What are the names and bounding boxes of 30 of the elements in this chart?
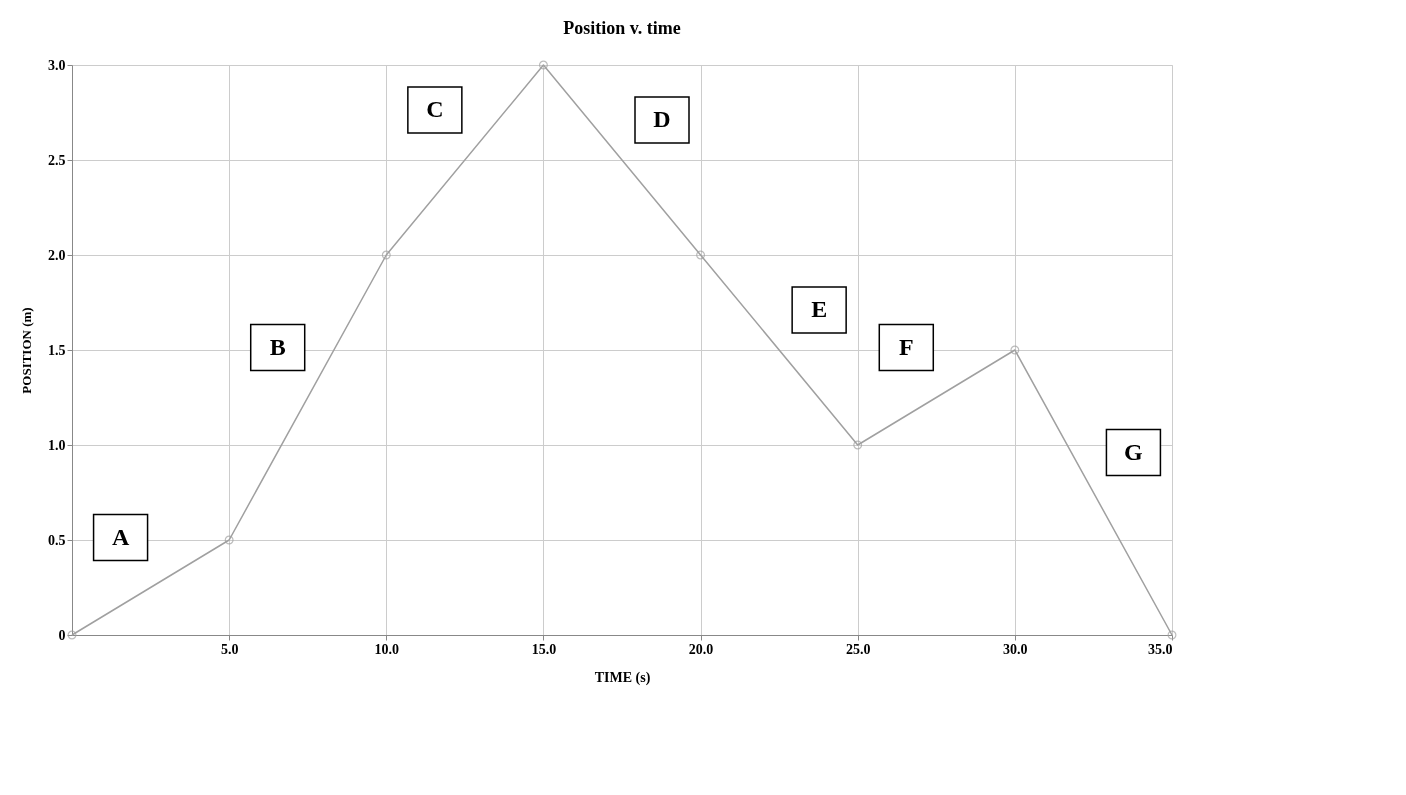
y-tick-label: 0.5 xyxy=(48,532,66,548)
x-tick-label: 5.0 xyxy=(220,641,239,657)
annotation: G xyxy=(1124,438,1144,465)
point xyxy=(224,535,234,545)
y-tick-label: 2.0 xyxy=(48,247,66,263)
x-tick-label: 10.0 xyxy=(374,641,400,657)
annotation: B xyxy=(269,333,286,360)
y-tick-label: 0 xyxy=(58,627,66,643)
y-axis-title: POSITION (m) xyxy=(19,307,34,394)
y-tick-label: 1.0 xyxy=(48,437,66,453)
point xyxy=(381,250,391,260)
point xyxy=(1010,345,1020,355)
y-tick-label: 3.0 xyxy=(48,57,66,73)
annotation: A xyxy=(111,523,130,550)
y-tick-label: 1.5 xyxy=(48,342,66,358)
x-tick-label: 25.0 xyxy=(845,641,871,657)
y-tick-label: 2.5 xyxy=(48,152,66,168)
annotation: F xyxy=(898,333,914,360)
x-tick-label: 20.0 xyxy=(688,641,714,657)
annotation: E xyxy=(811,296,828,322)
x-axis-title: TIME (s) xyxy=(594,669,651,686)
chart-title: Position v. time xyxy=(563,18,681,38)
x-tick-label: 35.0 xyxy=(1148,641,1173,657)
annotation: C xyxy=(426,96,444,122)
annotation: D xyxy=(653,106,671,132)
point xyxy=(696,250,706,260)
x-tick-label: 15.0 xyxy=(531,641,557,657)
x-tick-label: 30.0 xyxy=(1003,641,1028,657)
point xyxy=(853,440,863,450)
point xyxy=(538,60,548,70)
